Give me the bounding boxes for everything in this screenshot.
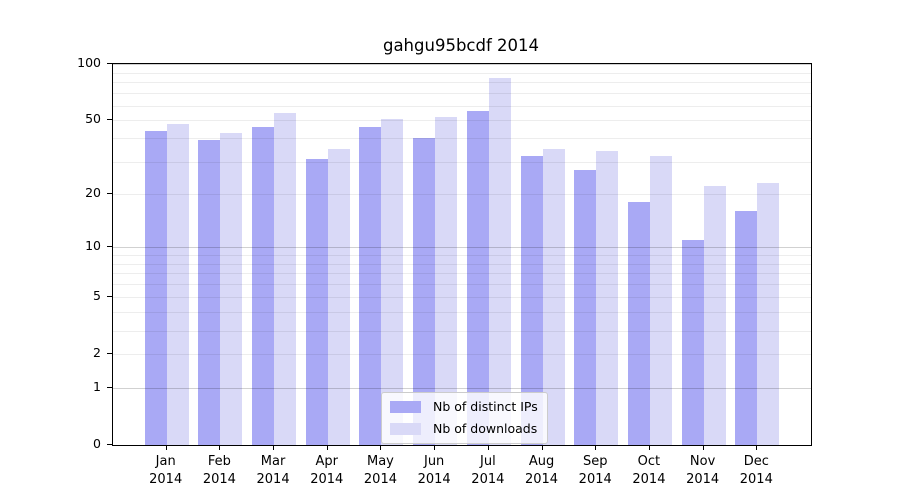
- x-tick-aug: [541, 445, 543, 450]
- y-tick-10: [107, 246, 112, 248]
- gridline-100: [113, 64, 811, 65]
- x-tick-sep: [595, 445, 597, 450]
- legend: Nb of distinct IPs Nb of downloads: [381, 392, 548, 444]
- grid-layer: [113, 64, 811, 445]
- gridline-80: [113, 82, 811, 84]
- x-tick-label-oct: Oct 2014: [632, 454, 666, 487]
- x-tick-label-may: May 2014: [363, 454, 397, 487]
- legend-label-downloads: Nb of downloads: [433, 421, 538, 436]
- x-tick-dec: [756, 445, 758, 450]
- y-tick-2: [107, 353, 112, 355]
- y-tick-20: [107, 192, 112, 194]
- legend-entry-distinct-ips: Nb of distinct IPs: [390, 399, 538, 415]
- y-tick-50: [107, 119, 112, 121]
- chart-title: gahgu95bcdf 2014: [382, 36, 540, 55]
- gridline-10: [113, 247, 811, 249]
- bar-downloads-oct: [649, 156, 672, 445]
- bar-downloads-jul: [488, 78, 511, 445]
- x-tick-label-sep: Sep 2014: [578, 454, 612, 487]
- gridline-40: [113, 138, 811, 140]
- y-tick-5: [107, 296, 112, 298]
- y-tick-label-100: 100: [77, 55, 101, 70]
- gridline-70: [113, 93, 811, 95]
- x-tick-label-jan: Jan 2014: [149, 454, 183, 487]
- gridline-50: [113, 120, 811, 122]
- x-tick-label-dec: Dec 2014: [739, 454, 773, 487]
- x-tick-label-nov: Nov 2014: [686, 454, 720, 487]
- gridline-8: [113, 263, 811, 265]
- gridline-5: [113, 297, 811, 299]
- gridline-60: [113, 105, 811, 107]
- x-tick-jan: [165, 445, 167, 450]
- bars-layer: [113, 64, 811, 445]
- x-tick-oct: [648, 445, 650, 450]
- bar-downloads-nov: [703, 186, 726, 445]
- y-tick-label-20: 20: [85, 184, 101, 200]
- y-tick-label-1: 1: [93, 378, 101, 394]
- y-tick-label-5: 5: [93, 288, 101, 304]
- bar-ips-jan: [144, 130, 167, 445]
- bar-downloads-dec: [757, 182, 780, 445]
- x-tick-label-apr: Apr 2014: [310, 454, 344, 487]
- gridline-2: [113, 354, 811, 356]
- bar-downloads-jun: [435, 117, 458, 445]
- x-tick-jul: [487, 445, 489, 450]
- gridline-1: [113, 387, 811, 389]
- plot-area: Nb of distinct IPs Nb of downloads: [112, 63, 812, 446]
- bar-ips-dec: [735, 211, 758, 445]
- y-tick-label-10: 10: [85, 238, 101, 254]
- bar-ips-may: [359, 127, 382, 445]
- y-tick-label-2: 2: [93, 345, 101, 361]
- bar-ips-aug: [520, 156, 543, 445]
- x-tick-feb: [219, 445, 221, 450]
- x-tick-apr: [326, 445, 328, 450]
- bar-downloads-mar: [274, 112, 297, 445]
- bar-ips-mar: [252, 127, 275, 445]
- bar-downloads-apr: [327, 149, 350, 445]
- x-tick-label-jul: Jul 2014: [471, 454, 505, 487]
- gridline-9: [113, 254, 811, 256]
- gridline-20: [113, 193, 811, 195]
- x-tick-label-mar: Mar 2014: [256, 454, 290, 487]
- bar-downloads-jan: [166, 123, 189, 445]
- bar-downloads-sep: [596, 151, 619, 445]
- bar-ips-oct: [627, 201, 650, 445]
- bar-ips-feb: [198, 140, 221, 445]
- bar-downloads-aug: [542, 149, 565, 445]
- legend-swatch-downloads: [390, 423, 421, 435]
- x-tick-nov: [702, 445, 704, 450]
- bar-ips-sep: [574, 169, 597, 445]
- x-tick-jun: [434, 445, 436, 450]
- y-tick-100: [107, 63, 112, 64]
- gridline-30: [113, 161, 811, 163]
- y-tick-1: [107, 386, 112, 388]
- gridline-7: [113, 273, 811, 275]
- bar-ips-nov: [681, 239, 704, 445]
- legend-label-distinct-ips: Nb of distinct IPs: [433, 399, 538, 414]
- x-tick-mar: [273, 445, 275, 450]
- legend-swatch-distinct-ips: [390, 401, 421, 413]
- x-tick-label-jun: Jun 2014: [417, 454, 451, 487]
- bar-downloads-may: [381, 118, 404, 445]
- gridline-90: [113, 72, 811, 74]
- bar-ips-apr: [305, 158, 328, 445]
- bar-ips-jun: [413, 138, 436, 445]
- gridline-4: [113, 312, 811, 314]
- y-tick-label-50: 50: [85, 111, 101, 127]
- gridline-3: [113, 330, 811, 332]
- x-tick-label-aug: Aug 2014: [524, 454, 559, 487]
- bar-downloads-feb: [220, 132, 243, 445]
- bar-ips-jul: [466, 111, 489, 445]
- y-tick-label-0: 0: [93, 436, 101, 451]
- gridline-6: [113, 284, 811, 286]
- legend-entry-downloads: Nb of downloads: [390, 421, 538, 437]
- y-tick-0: [107, 444, 112, 445]
- x-tick-may: [380, 445, 382, 450]
- x-tick-label-feb: Feb 2014: [202, 454, 236, 487]
